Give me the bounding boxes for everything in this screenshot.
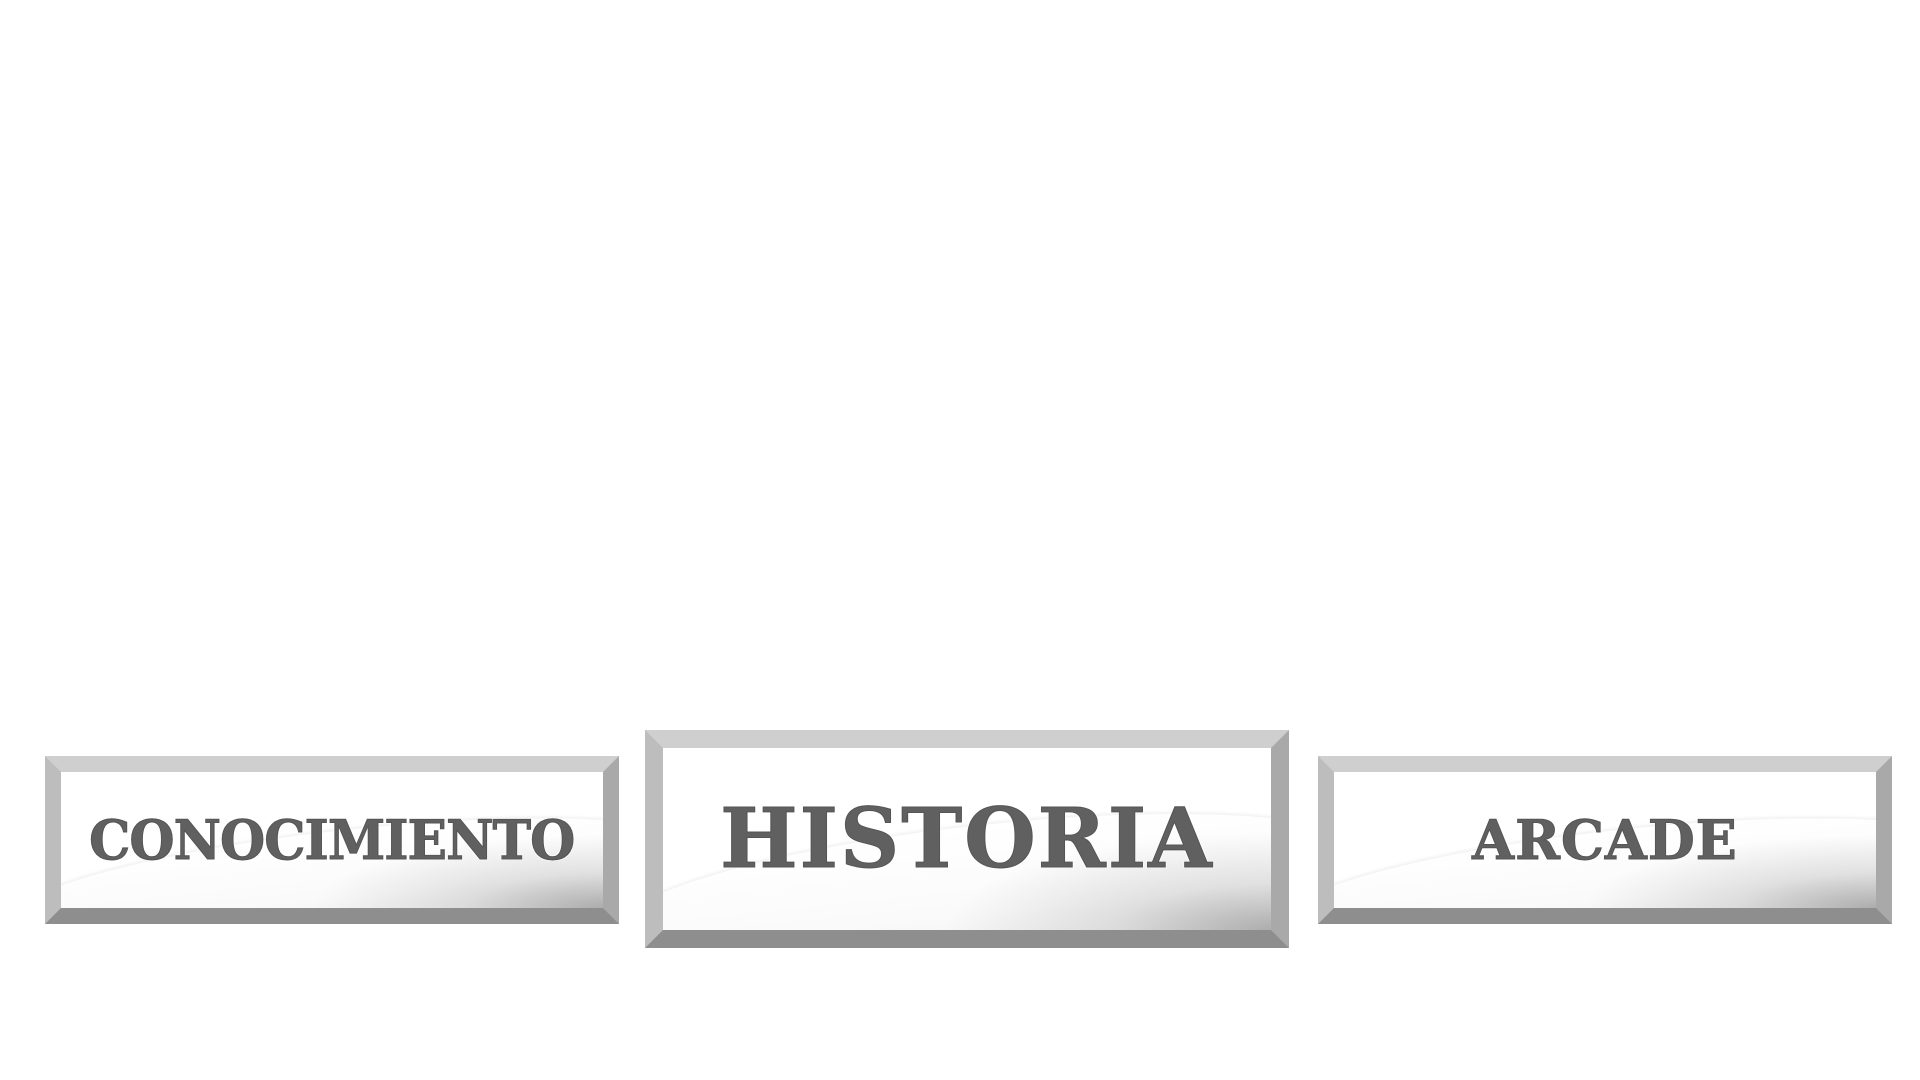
conocimiento-button-face: CONOCIMIENTO [61,772,603,908]
historia-mode-button[interactable]: HISTORIA [645,730,1289,948]
historia-button-face: HISTORIA [663,748,1271,930]
arcade-mode-button[interactable]: ARCADE [1318,756,1892,924]
conocimiento-button-label: CONOCIMIENTO [89,808,576,873]
historia-button-label: HISTORIA [720,791,1214,888]
conocimiento-mode-button[interactable]: CONOCIMIENTO [45,756,619,924]
arcade-button-face: ARCADE [1334,772,1876,908]
arcade-button-label: ARCADE [1472,808,1738,873]
